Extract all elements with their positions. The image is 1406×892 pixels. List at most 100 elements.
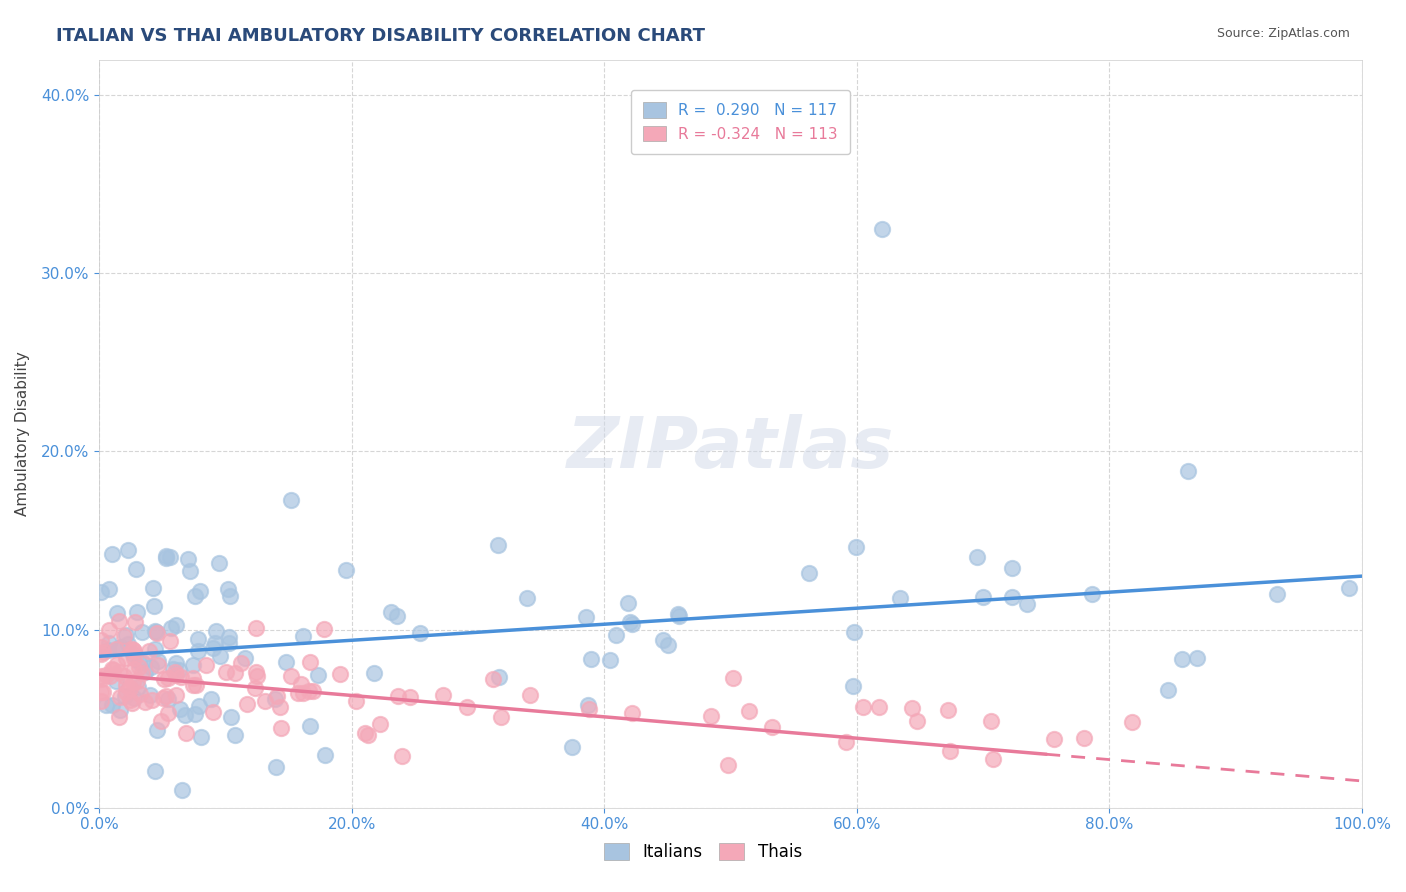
Legend: R =  0.290   N = 117, R = -0.324   N = 113: R = 0.290 N = 117, R = -0.324 N = 113 bbox=[631, 90, 851, 153]
Point bbox=[134, 695, 156, 709]
Point bbox=[218, 589, 240, 603]
Point bbox=[578, 702, 600, 716]
Point bbox=[127, 680, 149, 694]
Point bbox=[298, 719, 321, 733]
Point bbox=[125, 674, 148, 689]
Point bbox=[90, 672, 112, 686]
Point bbox=[456, 700, 478, 714]
Point bbox=[128, 660, 150, 674]
Point bbox=[139, 660, 162, 674]
Point bbox=[179, 564, 201, 578]
Point bbox=[489, 710, 512, 724]
Point bbox=[170, 670, 193, 684]
Point bbox=[145, 625, 167, 640]
Point bbox=[797, 566, 820, 580]
Point bbox=[105, 674, 128, 689]
Point bbox=[97, 643, 120, 657]
Point bbox=[93, 685, 115, 699]
Point bbox=[245, 622, 267, 636]
Point bbox=[114, 628, 136, 642]
Point bbox=[845, 541, 868, 555]
Point bbox=[224, 728, 246, 742]
Point bbox=[266, 689, 288, 703]
Point bbox=[868, 700, 890, 714]
Point bbox=[120, 693, 142, 707]
Point bbox=[110, 640, 132, 655]
Point bbox=[200, 692, 222, 706]
Point bbox=[90, 669, 112, 683]
Point bbox=[159, 634, 181, 648]
Point bbox=[236, 697, 259, 711]
Point bbox=[149, 714, 172, 728]
Point bbox=[122, 647, 145, 661]
Text: ZIPatlas: ZIPatlas bbox=[567, 414, 894, 483]
Point bbox=[101, 547, 124, 561]
Point bbox=[124, 615, 146, 629]
Point bbox=[117, 637, 139, 651]
Point bbox=[246, 669, 269, 683]
Point bbox=[264, 692, 287, 706]
Point bbox=[391, 749, 413, 764]
Point bbox=[94, 668, 117, 682]
Point bbox=[112, 669, 135, 683]
Point bbox=[155, 549, 177, 563]
Point bbox=[143, 642, 166, 657]
Point bbox=[329, 666, 352, 681]
Point bbox=[152, 673, 174, 687]
Point bbox=[98, 624, 121, 638]
Point bbox=[129, 687, 152, 701]
Text: Source: ZipAtlas.com: Source: ZipAtlas.com bbox=[1216, 27, 1350, 40]
Point bbox=[900, 701, 922, 715]
Point bbox=[981, 752, 1004, 766]
Point bbox=[187, 644, 209, 658]
Point bbox=[194, 657, 217, 672]
Point bbox=[835, 734, 858, 748]
Point bbox=[110, 690, 132, 704]
Point bbox=[187, 632, 209, 647]
Point bbox=[108, 703, 131, 717]
Point bbox=[229, 656, 252, 670]
Point bbox=[165, 657, 187, 671]
Point bbox=[939, 744, 962, 758]
Point bbox=[253, 694, 276, 708]
Point bbox=[516, 591, 538, 605]
Point bbox=[274, 656, 297, 670]
Point bbox=[120, 681, 142, 696]
Point bbox=[344, 694, 367, 708]
Point bbox=[1177, 464, 1199, 478]
Point bbox=[657, 638, 679, 652]
Point bbox=[1001, 590, 1024, 604]
Point bbox=[124, 691, 146, 706]
Point bbox=[114, 678, 136, 692]
Point bbox=[108, 641, 131, 656]
Point bbox=[160, 621, 183, 635]
Point bbox=[183, 589, 205, 603]
Point bbox=[1121, 714, 1143, 729]
Point bbox=[121, 642, 143, 657]
Point bbox=[122, 644, 145, 658]
Point bbox=[966, 549, 988, 564]
Text: ITALIAN VS THAI AMBULATORY DISABILITY CORRELATION CHART: ITALIAN VS THAI AMBULATORY DISABILITY CO… bbox=[56, 27, 706, 45]
Point bbox=[666, 607, 689, 621]
Point bbox=[399, 690, 422, 705]
Point bbox=[183, 677, 205, 691]
Point bbox=[387, 690, 409, 704]
Point bbox=[1073, 731, 1095, 746]
Point bbox=[621, 706, 644, 720]
Point bbox=[243, 681, 266, 695]
Point bbox=[270, 721, 292, 735]
Point bbox=[121, 674, 143, 689]
Point bbox=[619, 615, 641, 629]
Point bbox=[90, 633, 112, 648]
Point bbox=[1265, 587, 1288, 601]
Point bbox=[122, 662, 145, 676]
Point bbox=[387, 609, 409, 624]
Point bbox=[298, 655, 321, 669]
Point bbox=[519, 688, 541, 702]
Point bbox=[1081, 587, 1104, 601]
Point bbox=[905, 714, 928, 729]
Point bbox=[157, 671, 180, 685]
Point bbox=[122, 643, 145, 657]
Point bbox=[128, 655, 150, 669]
Point bbox=[94, 698, 117, 712]
